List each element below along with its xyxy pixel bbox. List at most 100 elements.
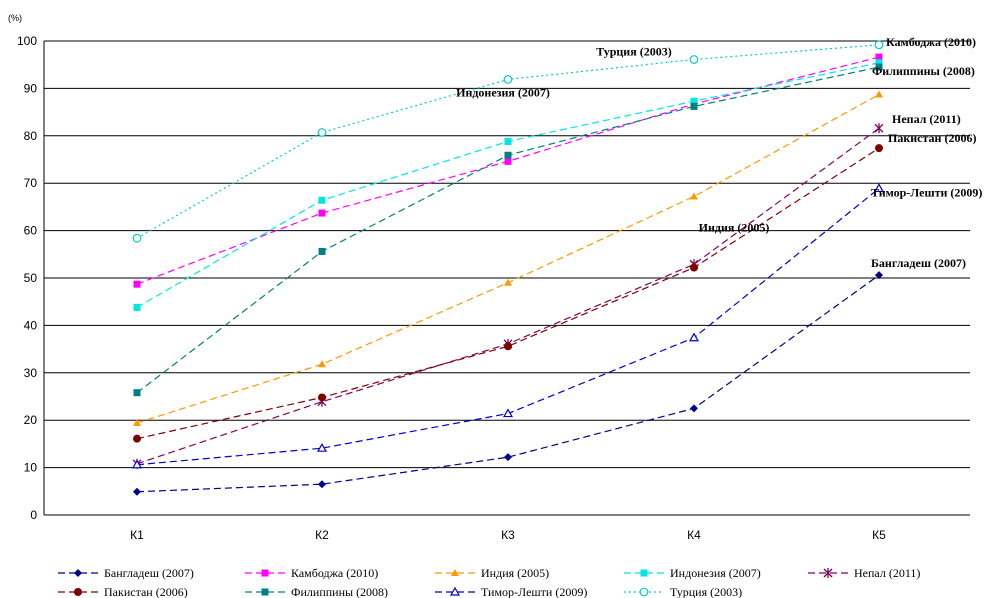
legend-label: Непал (2011): [854, 566, 920, 580]
data-point: [131, 459, 143, 469]
y-tick-label: 0: [30, 508, 37, 522]
annotation-label: Камбоджа (2010): [886, 35, 976, 49]
data-point: [874, 40, 884, 50]
annotation-label: Турция (2003): [596, 44, 671, 58]
legend-label: Тимор-Лешти (2009): [481, 585, 587, 598]
data-point: [504, 157, 512, 165]
series-2: [133, 90, 883, 427]
data-point: [318, 196, 326, 204]
legend-label: Филиппины (2008): [291, 585, 388, 598]
legend-item: Непал (2011): [808, 566, 920, 580]
legend-item: Бангладеш (2007): [58, 566, 194, 580]
series-line: [136, 147, 880, 440]
data-point: [502, 408, 514, 418]
series-5: [133, 144, 883, 443]
data-point: [875, 271, 883, 280]
series-3: [133, 59, 883, 311]
data-point: [875, 63, 883, 71]
x-tick-label: К5: [872, 528, 886, 542]
data-point: [317, 128, 327, 137]
series-6: [133, 63, 883, 397]
data-point: [316, 442, 328, 452]
legend-item: Тимор-Лешти (2009): [435, 585, 587, 598]
legend-item: Пакистан (2006): [58, 585, 188, 598]
data-point: [690, 263, 698, 272]
legend-marker: [639, 587, 649, 597]
legend-label: Турция (2003): [670, 585, 742, 598]
data-point: [133, 434, 141, 443]
data-point: [689, 55, 699, 64]
data-point: [318, 480, 326, 489]
data-point: [688, 332, 700, 342]
data-point: [133, 419, 141, 427]
legend-label: Индия (2005): [481, 566, 549, 580]
y-tick-label: 80: [24, 129, 38, 143]
annotation-label: Тимор-Лешти (2009): [871, 185, 982, 199]
annotation-label: Индия (2005): [699, 220, 770, 234]
y-tick-label: 20: [24, 413, 38, 427]
data-point: [875, 59, 883, 67]
legend-item: Камбоджа (2010): [245, 566, 378, 580]
data-point: [875, 90, 883, 98]
y-tick-label: 50: [24, 271, 38, 285]
annotation-label: Филиппины (2008): [872, 64, 975, 78]
data-point: [504, 278, 512, 286]
data-point: [318, 393, 326, 402]
y-tick-label: 30: [24, 366, 38, 380]
data-point: [133, 280, 141, 288]
series-0: [133, 271, 883, 496]
y-tick-label: 60: [24, 224, 38, 238]
data-point: [133, 389, 141, 397]
legend-label: Бангладеш (2007): [104, 566, 194, 580]
annotation-label: Бангладеш (2007): [871, 256, 966, 270]
y-tick-label: 100: [17, 34, 37, 48]
data-point: [690, 192, 698, 200]
series-line: [136, 274, 880, 493]
legend-item: Филиппины (2008): [245, 585, 388, 598]
annotation-label: Непал (2011): [892, 112, 961, 126]
legend-marker: [261, 569, 269, 577]
data-point: [504, 453, 512, 462]
data-point: [132, 233, 142, 243]
x-tick-label: К3: [501, 528, 515, 542]
legend-label: Индонезия (2007): [670, 566, 761, 580]
data-point: [690, 97, 698, 105]
data-point: [875, 53, 883, 61]
legend-marker: [74, 588, 82, 596]
x-tick-label: К2: [315, 528, 329, 542]
data-point: [690, 404, 698, 413]
data-point: [504, 342, 512, 351]
legend-marker: [640, 569, 648, 577]
data-point: [690, 102, 698, 110]
data-point: [504, 137, 512, 145]
y-tick-label: 70: [24, 176, 38, 190]
y-tick-label: 10: [24, 461, 38, 475]
legend-marker: [451, 569, 459, 576]
series-7: [131, 183, 885, 469]
data-point: [318, 209, 326, 217]
legend-label: Камбоджа (2010): [291, 566, 378, 580]
legend-item: Индия (2005): [435, 566, 549, 580]
y-tick-label: 90: [24, 81, 38, 95]
data-point: [874, 123, 884, 134]
legend-marker: [823, 568, 833, 578]
data-point: [873, 183, 885, 193]
annotation-label: Пакистан (2006): [888, 131, 976, 145]
x-tick-label: К1: [130, 528, 144, 542]
y-axis-unit-label: (%): [8, 13, 22, 23]
legend-marker: [261, 588, 269, 596]
legend-item: Индонезия (2007): [624, 566, 761, 580]
data-point: [504, 151, 512, 159]
y-tick-label: 40: [24, 318, 38, 332]
data-point: [133, 487, 141, 496]
data-point: [875, 144, 883, 153]
data-point: [133, 303, 141, 311]
annotation-label: Индонезия (2007): [456, 85, 550, 99]
data-point: [318, 360, 326, 368]
legend-marker: [74, 569, 82, 577]
legend-label: Пакистан (2006): [104, 585, 188, 598]
x-tick-label: К4: [687, 528, 701, 542]
data-point: [503, 74, 513, 84]
legend-marker: [449, 586, 461, 596]
